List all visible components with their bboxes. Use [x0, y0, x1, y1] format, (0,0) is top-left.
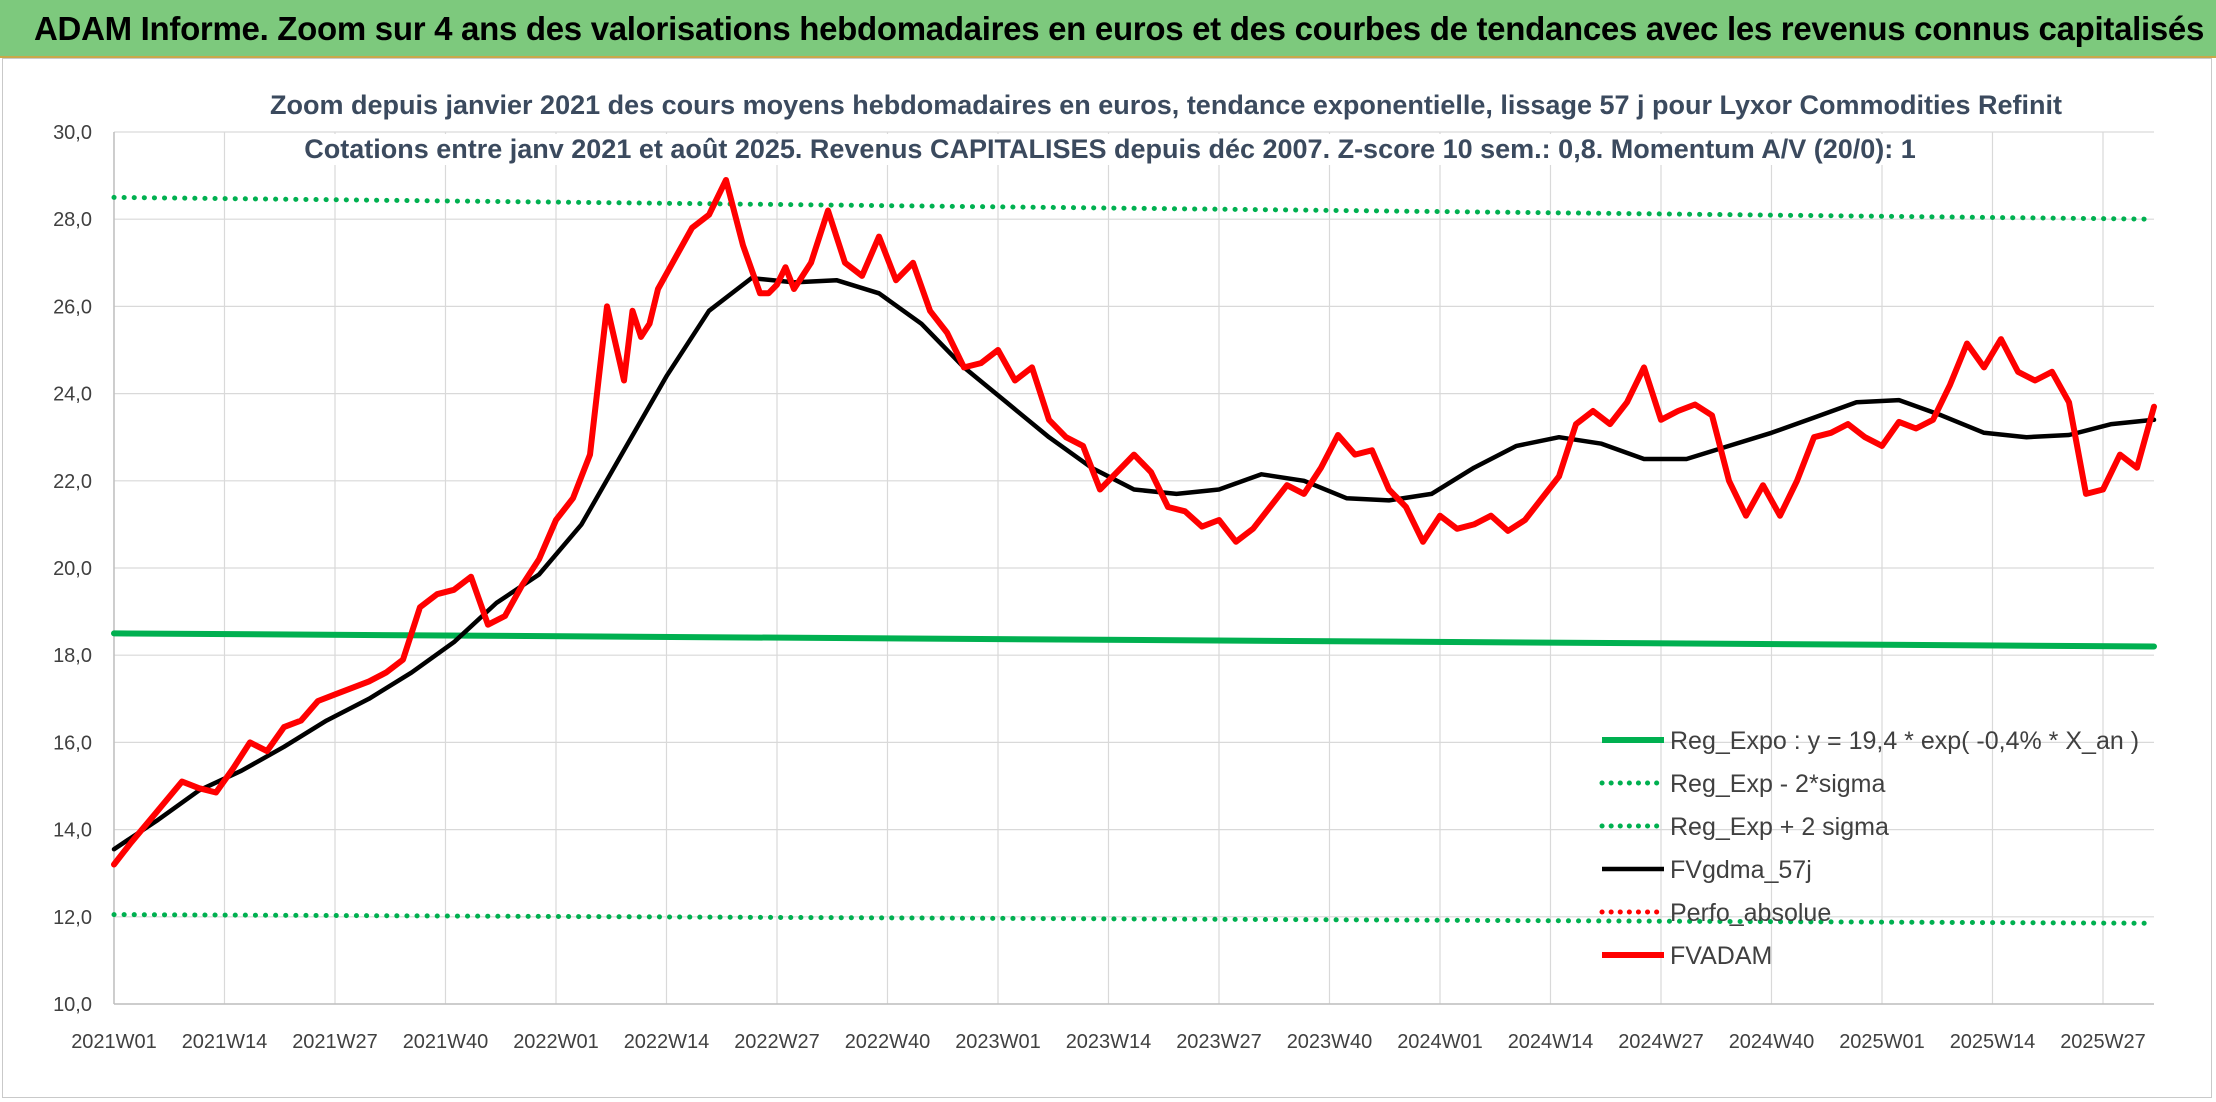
legend-label: Perfo_absolue: [1670, 899, 1831, 927]
y-tick-label: 30,0: [53, 122, 92, 144]
legend-label: Reg_Expo : y = 19,4 * exp( -0,4% * X_an …: [1670, 727, 2139, 755]
legend-label: FVgdma_57j: [1670, 856, 1812, 884]
legend: Reg_Expo : y = 19,4 * exp( -0,4% * X_an …: [1599, 727, 2139, 970]
y-tick-label: 14,0: [53, 820, 92, 842]
report-banner: ADAM Informe. Zoom sur 4 ans des valoris…: [0, 0, 2216, 58]
x-tick-label: 2022W40: [845, 1031, 931, 1053]
series-line-3: [111, 275, 2157, 852]
report-title: ADAM Informe. Zoom sur 4 ans des valoris…: [34, 10, 2205, 47]
series-line-5: [111, 177, 2157, 868]
y-tick-label: 16,0: [53, 732, 92, 754]
x-tick-label: 2025W14: [1950, 1031, 2036, 1053]
x-tick-label: 2022W14: [624, 1031, 710, 1053]
legend-label: Reg_Exp - 2*sigma: [1670, 770, 1885, 798]
series-line-0: [111, 630, 2157, 650]
series-line-1: [111, 912, 2157, 926]
x-tick-label: 2021W40: [403, 1031, 489, 1053]
chart-frame: [2, 58, 2212, 1098]
x-tick-label: 2021W01: [71, 1031, 157, 1053]
chart-subtitle: Cotations entre janv 2021 et août 2025. …: [270, 134, 1950, 165]
x-tick-label: 2025W27: [2060, 1031, 2146, 1053]
legend-label: Reg_Exp + 2 sigma: [1670, 813, 1889, 841]
y-tick-label: 24,0: [53, 384, 92, 406]
y-tick-label: 18,0: [53, 645, 92, 667]
y-tick-label: 26,0: [53, 296, 92, 318]
x-tick-label: 2022W27: [734, 1031, 820, 1053]
axis-labels: 10,0 12,0 14,0 16,0 18,0 20,0 22,0 24,0 26,0 28,0…: [53, 122, 2146, 1053]
x-tick-label: 2025W01: [1839, 1031, 1925, 1053]
x-tick-label: 2024W27: [1618, 1031, 1704, 1053]
x-tick-label: 2023W01: [955, 1031, 1041, 1053]
y-tick-label: 12,0: [53, 907, 92, 929]
x-tick-label: 2021W27: [292, 1031, 378, 1053]
series-layer: [111, 177, 2157, 926]
series-line-2: [111, 194, 2157, 222]
grid: [113, 131, 2154, 1005]
x-tick-label: 2021W14: [182, 1031, 268, 1053]
x-tick-label: 2023W27: [1176, 1031, 1262, 1053]
legend-label: FVADAM: [1670, 942, 1772, 970]
chart-title: Zoom depuis janvier 2021 des cours moyen…: [270, 90, 2063, 121]
y-tick-label: 10,0: [53, 994, 92, 1016]
x-tick-label: 2024W14: [1508, 1031, 1594, 1053]
x-tick-label: 2023W40: [1287, 1031, 1373, 1053]
x-tick-label: 2023W14: [1066, 1031, 1152, 1053]
y-tick-label: 28,0: [53, 209, 92, 231]
x-tick-label: 2022W01: [513, 1031, 599, 1053]
y-tick-label: 22,0: [53, 471, 92, 493]
x-tick-label: 2024W40: [1729, 1031, 1815, 1053]
y-tick-label: 20,0: [53, 558, 92, 580]
x-tick-label: 2024W01: [1397, 1031, 1483, 1053]
